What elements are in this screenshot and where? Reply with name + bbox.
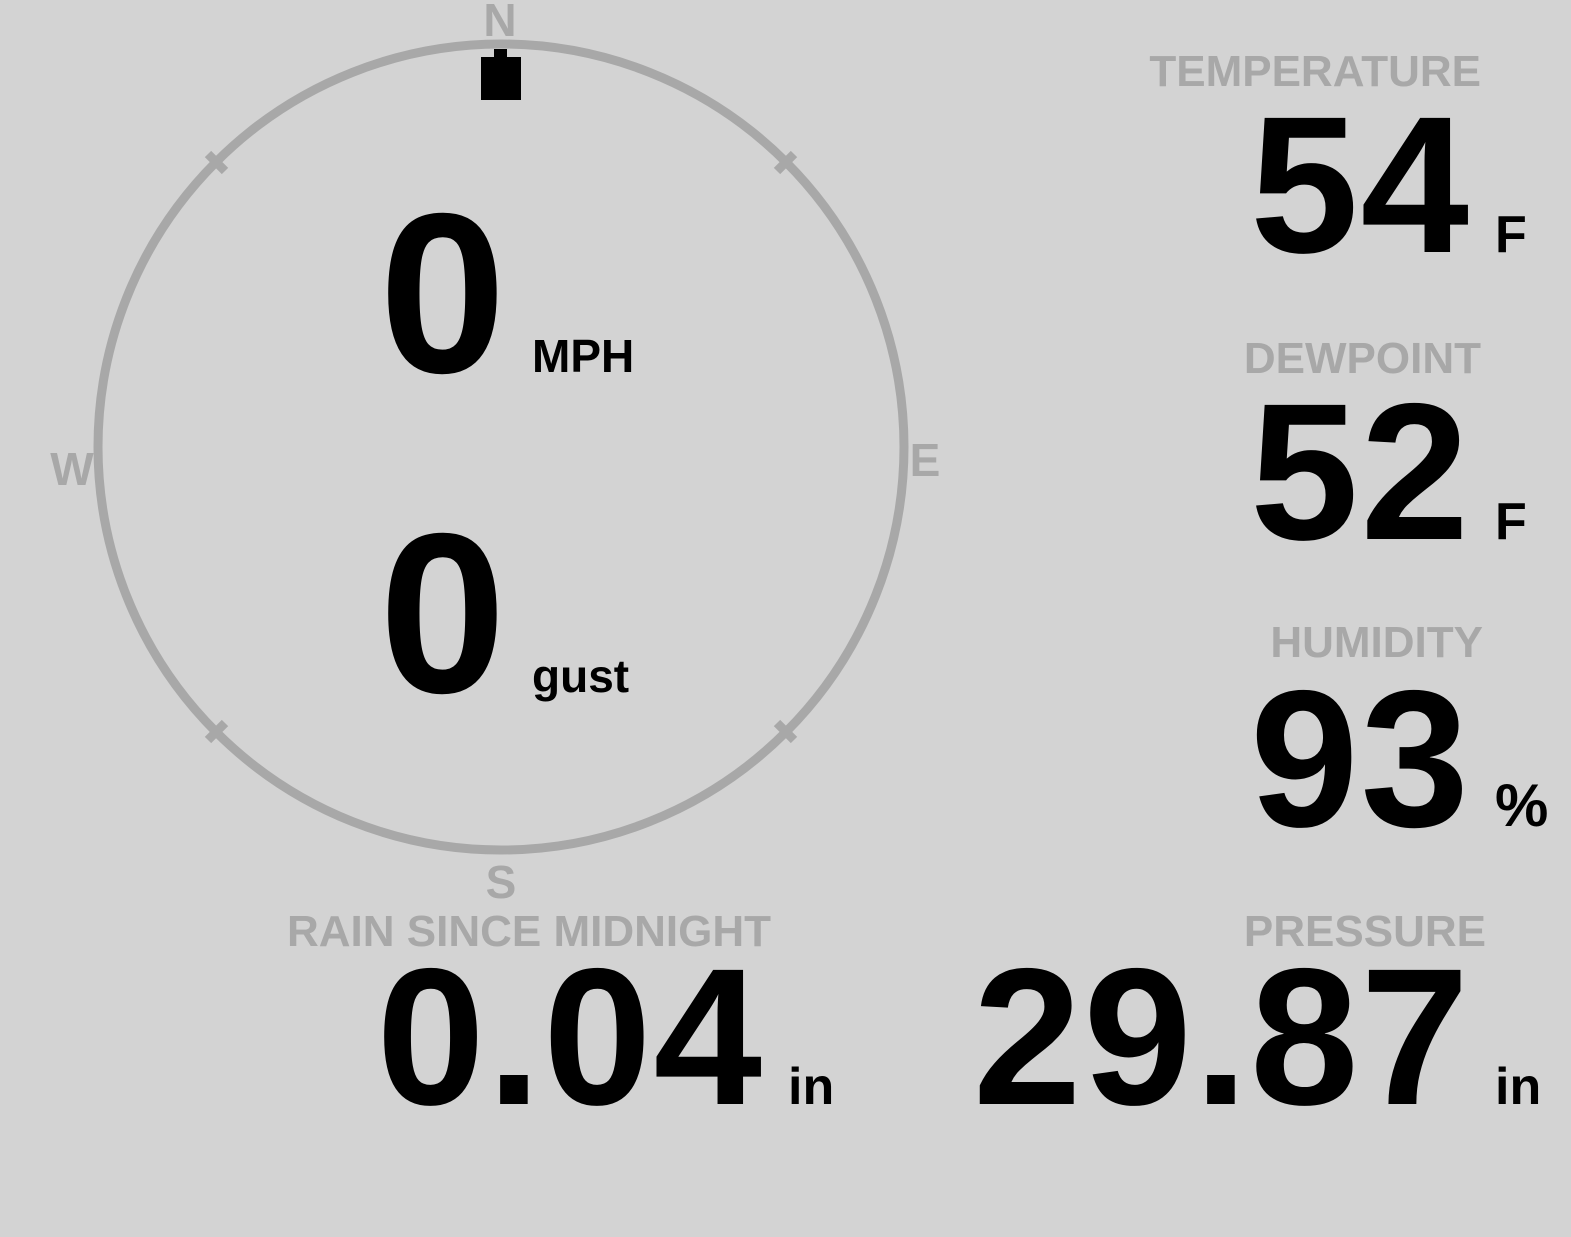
humidity-unit: %: [1495, 772, 1549, 839]
wind-speed-value: 0: [379, 167, 508, 421]
humidity-metric: 93 %: [1250, 662, 1571, 857]
wind-compass-dial: [93, 39, 909, 855]
dewpoint-label: DEWPOINT: [1243, 334, 1481, 383]
compass-tick-se: [773, 719, 798, 744]
compass-tick-sw: [204, 719, 229, 744]
rain-since-midnight-metric: 0.04 in: [376, 940, 864, 1135]
humidity-label: HUMIDITY: [1270, 618, 1483, 667]
temperature-value: 54: [1250, 76, 1471, 294]
temperature-label: TEMPERATURE: [1149, 47, 1481, 96]
compass-label-west: W: [50, 443, 94, 495]
wind-gust-unit: gust: [532, 650, 630, 702]
pressure-unit: in: [1495, 1058, 1542, 1116]
temperature-metric: 54 F: [1250, 88, 1571, 283]
wind-speed-unit: MPH: [532, 330, 635, 382]
wind-direction-marker: [481, 49, 521, 100]
humidity-value: 93: [1250, 650, 1471, 868]
dewpoint-metric: 52 F: [1250, 375, 1571, 570]
wind-gust-metric: 0 gust: [0, 500, 632, 728]
pressure-metric: 29.87 in: [973, 940, 1571, 1135]
compass-circle: [93, 39, 909, 855]
dewpoint-unit: F: [1495, 493, 1527, 551]
wind-gust-value: 0: [379, 487, 508, 741]
wind-speed-metric: 0 MPH: [0, 167, 635, 421]
dewpoint-value: 52: [1250, 363, 1471, 581]
compass-tick-nw: [204, 150, 229, 175]
compass-label-east: E: [909, 434, 941, 486]
compass-tick-ne: [773, 150, 798, 175]
rain-unit: in: [788, 1058, 835, 1116]
compass-label-south: S: [485, 856, 517, 908]
rain-value: 0.04: [376, 928, 764, 1146]
rain-since-midnight-label: RAIN SINCE MIDNIGHT: [287, 907, 771, 956]
compass-label-north: N: [483, 0, 517, 46]
pressure-value: 29.87: [973, 928, 1471, 1146]
temperature-unit: F: [1495, 206, 1527, 264]
pressure-label: PRESSURE: [1243, 907, 1486, 956]
